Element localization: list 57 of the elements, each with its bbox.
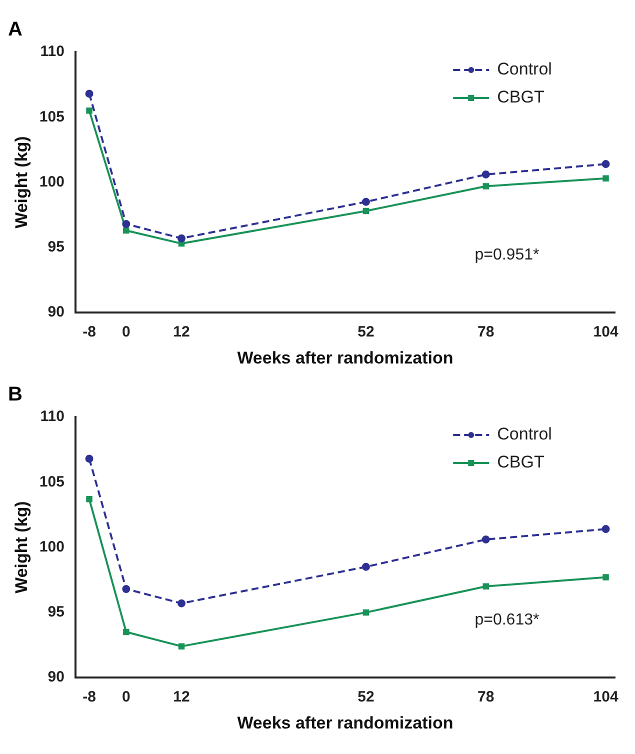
y-tick-label: 105 bbox=[39, 473, 64, 490]
point bbox=[602, 160, 610, 168]
y-axis-title: Weight (kg) bbox=[12, 501, 31, 594]
x-tick-label: -8 bbox=[82, 324, 96, 341]
point bbox=[123, 628, 130, 636]
x-tick-label: 0 bbox=[122, 688, 130, 706]
y-tick-label: 110 bbox=[40, 408, 64, 426]
y-tick-label: 95 bbox=[48, 238, 64, 256]
x-tick-label: 12 bbox=[173, 688, 190, 706]
y-tick-label: 110 bbox=[40, 43, 64, 60]
y-tick-label: 90 bbox=[48, 304, 64, 321]
annotation: p=0.951* bbox=[474, 246, 540, 264]
point bbox=[177, 234, 186, 242]
legend-label: Control bbox=[497, 60, 552, 79]
x-tick-label: 52 bbox=[358, 688, 374, 706]
point bbox=[85, 454, 94, 463]
point bbox=[123, 227, 130, 234]
y-tick-label: 105 bbox=[39, 108, 64, 126]
point bbox=[602, 574, 609, 580]
legend-label: Control bbox=[497, 424, 552, 444]
y-axis-title: Weight (kg) bbox=[12, 136, 31, 228]
x-tick-label: 52 bbox=[358, 324, 374, 341]
point bbox=[362, 609, 370, 616]
x-axis-title: Weeks after randomization bbox=[237, 713, 454, 732]
legend-label: CBGT bbox=[497, 88, 544, 107]
point bbox=[482, 170, 490, 178]
point bbox=[362, 208, 370, 214]
annotation: p=0.613* bbox=[474, 612, 540, 629]
y-tick-label: 90 bbox=[48, 668, 64, 686]
legend-label: CBGT bbox=[497, 452, 544, 472]
point bbox=[602, 175, 609, 182]
x-tick-label: 12 bbox=[173, 324, 190, 341]
x-tick-label: 104 bbox=[593, 688, 619, 706]
point bbox=[602, 525, 610, 534]
point bbox=[178, 643, 185, 650]
point bbox=[122, 584, 130, 593]
x-tick-label: -8 bbox=[82, 688, 96, 706]
point bbox=[482, 183, 489, 190]
x-tick-label: 78 bbox=[478, 324, 494, 341]
point bbox=[362, 562, 370, 571]
x-tick-label: 104 bbox=[593, 324, 619, 341]
point bbox=[85, 90, 94, 98]
point bbox=[362, 198, 370, 206]
x-tick-label: 78 bbox=[478, 688, 494, 706]
y-tick-label: 95 bbox=[48, 604, 64, 621]
chart-title: A bbox=[8, 18, 22, 41]
x-tick-label: 0 bbox=[122, 324, 130, 341]
point bbox=[86, 108, 92, 114]
point bbox=[482, 535, 490, 544]
chart-title: B bbox=[8, 384, 22, 406]
point bbox=[122, 220, 130, 228]
x-axis-title: Weeks after randomization bbox=[237, 348, 454, 368]
point bbox=[482, 583, 489, 590]
y-tick-label: 100 bbox=[39, 173, 64, 190]
point bbox=[177, 599, 186, 608]
point bbox=[86, 496, 92, 502]
y-tick-label: 100 bbox=[39, 538, 64, 556]
